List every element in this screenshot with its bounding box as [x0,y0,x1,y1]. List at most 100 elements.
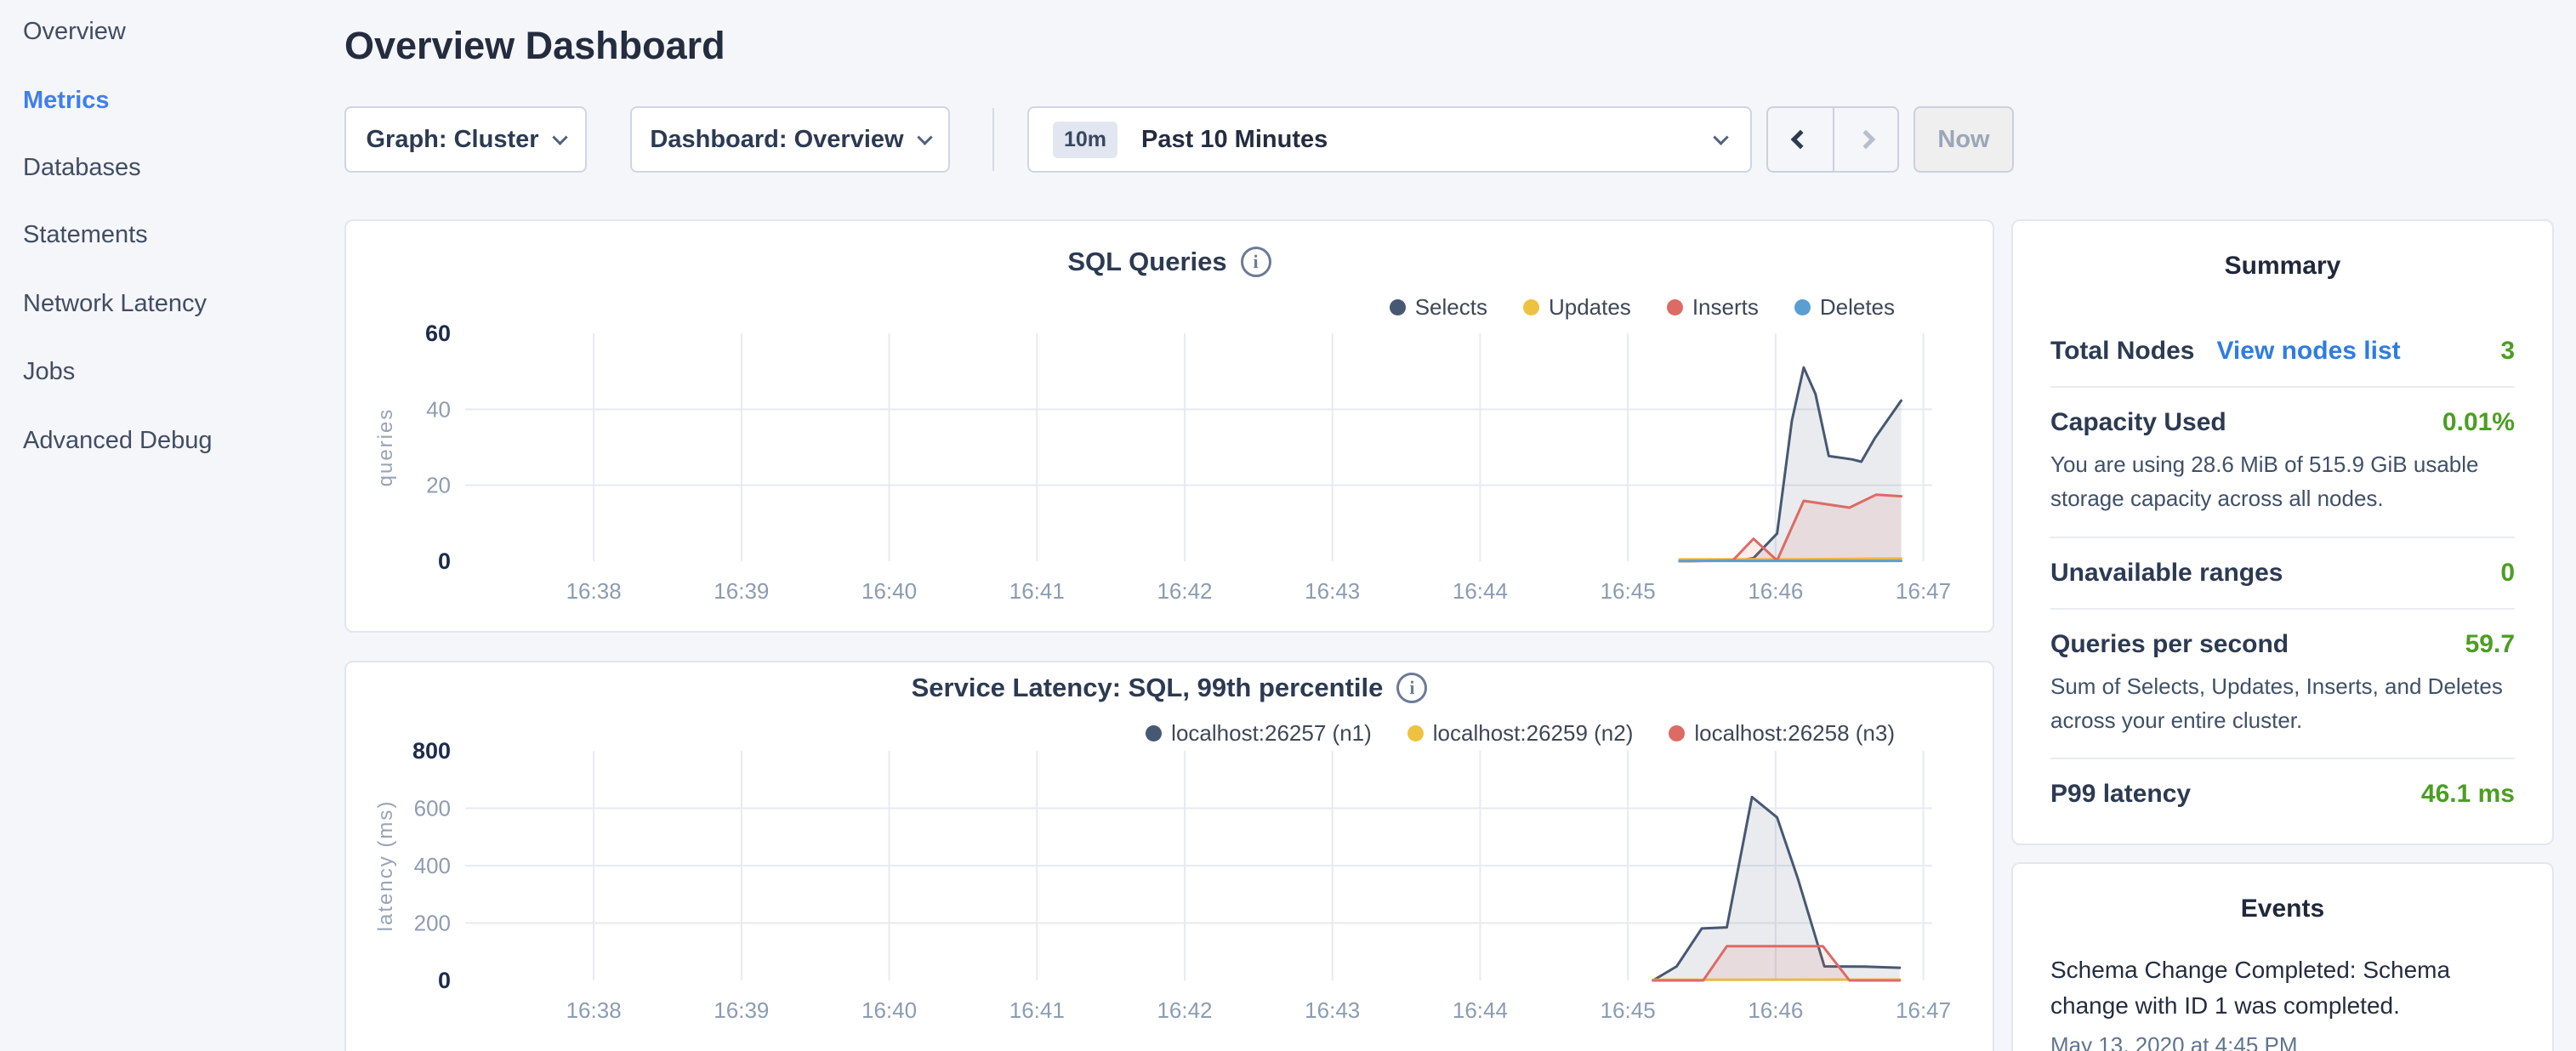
summary-row-value: 0 [2500,558,2515,587]
summary-row-value: 0.01% [2442,408,2515,436]
y-axis-title: latency (ms) [374,800,397,932]
legend-swatch-icon [1389,299,1406,315]
legend-swatch-icon [1666,299,1683,315]
chevron-left-icon [1790,129,1811,150]
legend-label: localhost:26257 (n1) [1171,720,1372,746]
x-tick-label: 16:42 [1157,578,1212,604]
summary-rows: Total Nodes View nodes list 3 Capacity U… [2050,316,2515,829]
series-area-Inserts [1679,494,1902,561]
view-nodes-list-link[interactable]: View nodes list [2216,337,2401,365]
legend-item: localhost:26257 (n1) [1146,720,1372,747]
event-timestamp: May 13, 2020 at 4:45 PM [2050,1032,2298,1051]
legend-label: Updates [1548,294,1631,320]
x-tick-label: 16:40 [862,997,917,1023]
chart-title: Service Latency: SQL, 99th percentile [911,673,1384,702]
page-title: Overview Dashboard [344,24,725,67]
chart-title: SQL Queries [1067,247,1227,276]
x-tick-label: 16:47 [1896,997,1951,1023]
x-tick-label: 16:42 [1157,997,1212,1023]
legend-item: localhost:26258 (n3) [1669,720,1895,747]
legend-swatch-icon [1794,299,1811,315]
chevron-right-icon [1856,129,1876,150]
summary-row-unavailable-ranges: Unavailable ranges 0 [2050,538,2515,610]
legend-label: localhost:26259 (n2) [1432,720,1634,746]
next-timeframe-button[interactable] [1833,108,1897,171]
chart-canvas: 16:38 16:39 16:40 16:41 16:42 16:43 16:44 16:45… [374,321,1951,604]
x-tick-label: 16:43 [1305,578,1360,604]
summary-row-description: You are using 28.6 MiB of 515.9 GiB usab… [2050,452,2479,512]
sidebar-item-overview[interactable]: Overview [23,18,126,45]
legend-item: Updates [1522,294,1631,321]
sidebar-item-jobs[interactable]: Jobs [23,358,76,385]
legend-item: Deletes [1794,294,1895,321]
summary-row-value: 3 [2500,337,2515,365]
summary-row-total-nodes: Total Nodes View nodes list 3 [2050,316,2515,388]
series-line-Inserts [1678,493,1902,563]
x-tick-label: 16:44 [1453,578,1508,604]
legend-label: localhost:26258 (n3) [1694,720,1895,746]
dashboard-dropdown-label: Dashboard: Overview [650,125,904,153]
y-tick-label: 40 [426,396,451,422]
graph-dropdown[interactable]: Graph: Cluster [344,106,587,173]
x-tick-label: 16:39 [714,997,769,1023]
x-tick-label: 16:45 [1601,578,1656,604]
legend-swatch-icon [1669,725,1686,741]
sidebar-item-databases[interactable]: Databases [23,154,141,181]
service-latency-chart-card: Service Latency: SQL, 99th percentile i … [344,661,1994,1051]
legend-item: Selects [1389,294,1487,321]
dashboard-dropdown[interactable]: Dashboard: Overview [630,106,950,173]
sidebar: Overview Metrics Databases Statements Ne… [0,0,340,1051]
y-tick-label: 60 [425,321,451,346]
summary-row-label: Unavailable ranges [2050,558,2283,587]
y-tick-label: 200 [414,911,451,936]
chart-title-row: Service Latency: SQL, 99th percentile i [346,673,1993,703]
time-range-badge: 10m [1053,121,1118,158]
events-panel: Events Schema Change Completed: Schema c… [2011,862,2554,1051]
summary-row-description: Sum of Selects, Updates, Inserts, and De… [2050,673,2503,733]
x-tick-label: 16:38 [566,997,622,1023]
summary-row-p99-latency: P99 latency 46.1 ms [2050,759,2515,829]
x-tick-label: 16:41 [1009,997,1065,1023]
x-tick-label: 16:39 [714,578,769,604]
y-tick-label: 600 [414,796,451,821]
summary-row-value: 46.1 ms [2420,780,2515,809]
x-tick-label: 16:43 [1305,997,1360,1023]
event-list-item[interactable]: Schema Change Completed: Schema change w… [2050,952,2515,1051]
time-shift-buttons [1766,106,1899,173]
chart-canvas: 16:38 16:39 16:40 16:41 16:42 16:43 16:44 16:45… [374,738,1951,1023]
summary-row-label: Queries per second [2050,629,2289,658]
y-tick-label: 0 [438,968,451,993]
series-area-localhost:26258 (n3) [1652,946,1900,980]
chevron-down-icon [916,128,933,145]
events-title: Events [2240,895,2325,923]
chart-legend: localhost:26257 (n1) localhost:26259 (n2)… [1146,720,1895,747]
x-tick-label: 16:40 [862,578,917,604]
summary-row-value: 59.7 [2465,629,2515,658]
legend-label: Deletes [1819,294,1895,320]
summary-row-label: P99 latency [2050,780,2192,809]
series-line-localhost:26258 (n3) [1652,945,1902,982]
info-icon[interactable]: i [1240,247,1271,277]
time-range-dropdown[interactable]: 10m Past 10 Minutes [1027,106,1752,173]
summary-panel: Summary Total Nodes View nodes list 3 Ca… [2011,219,2554,845]
now-button[interactable]: Now [1914,106,2014,173]
legend-item: localhost:26259 (n2) [1407,720,1634,747]
summary-title: Summary [2224,252,2341,280]
y-tick-label: 800 [412,738,451,764]
summary-row-queries-per-second: Queries per second 59.7 Sum of Selects, … [2050,610,2515,760]
legend-label: Inserts [1692,294,1759,320]
sidebar-item-statements[interactable]: Statements [23,221,148,248]
x-tick-label: 16:41 [1009,578,1065,604]
info-icon[interactable]: i [1396,673,1428,703]
event-text: Schema Change Completed: Schema change w… [2050,957,2451,1019]
previous-timeframe-button[interactable] [1768,108,1833,171]
chevron-down-icon [1713,128,1729,145]
y-tick-label: 0 [438,548,451,574]
sidebar-item-advanced-debug[interactable]: Advanced Debug [23,427,213,454]
series-area-localhost:26257 (n1) [1652,797,1900,980]
sidebar-item-metrics[interactable]: Metrics [23,87,110,114]
y-tick-label: 20 [426,473,451,498]
sidebar-item-network-latency[interactable]: Network Latency [23,290,207,317]
x-tick-label: 16:46 [1748,578,1803,604]
legend-swatch-icon [1146,725,1163,741]
